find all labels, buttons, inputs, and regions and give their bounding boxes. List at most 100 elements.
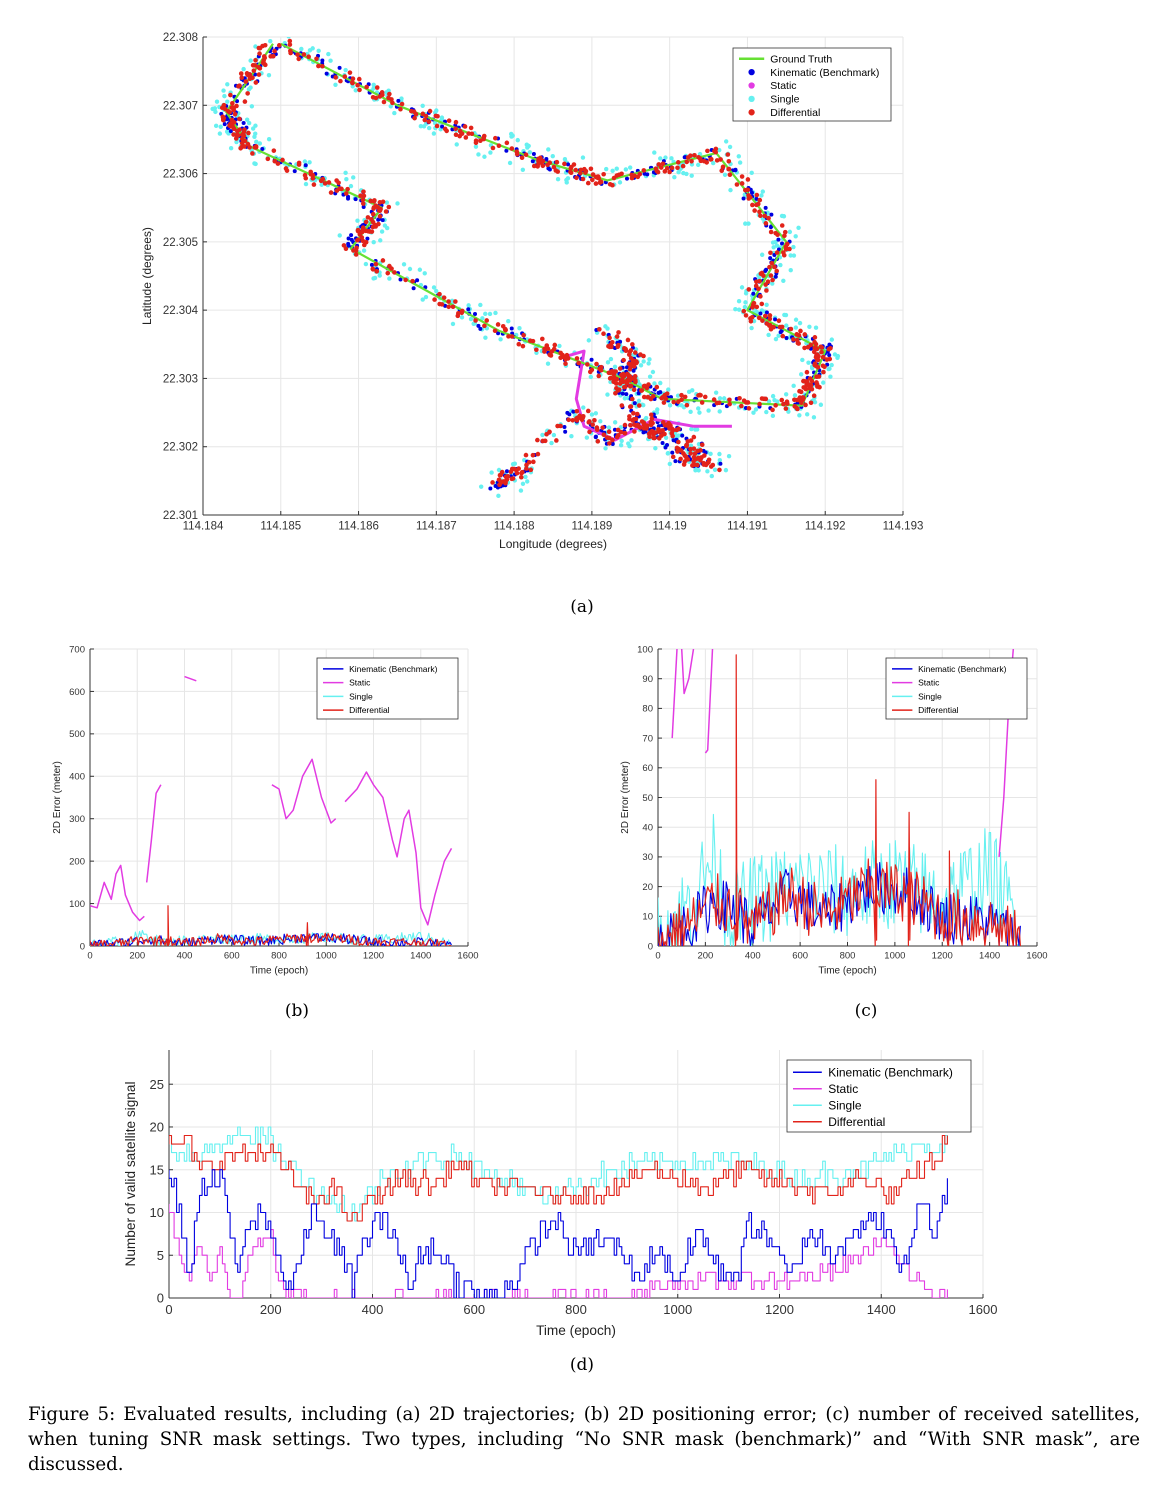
differential-point bbox=[357, 87, 362, 93]
kinematic-point bbox=[235, 99, 240, 104]
kinematic-point bbox=[440, 124, 445, 129]
differential-point bbox=[664, 391, 670, 396]
differential-point bbox=[614, 434, 620, 440]
y-tick-label: 22.301 bbox=[163, 510, 198, 522]
differential-point bbox=[617, 381, 623, 386]
differential-point bbox=[795, 340, 801, 346]
differential-point bbox=[244, 71, 250, 76]
differential-point bbox=[434, 123, 440, 129]
differential-point bbox=[231, 132, 236, 137]
y-tick-label: 40 bbox=[642, 823, 653, 834]
y-tick-label: 25 bbox=[150, 1077, 164, 1092]
differential-point bbox=[739, 174, 745, 179]
single-point bbox=[512, 461, 518, 466]
single-point bbox=[434, 108, 439, 113]
single-point bbox=[523, 474, 528, 480]
differential-point bbox=[598, 179, 604, 185]
kinematic-point bbox=[530, 159, 535, 164]
x-tick-label: 1000 bbox=[884, 951, 905, 962]
single-point bbox=[545, 361, 551, 366]
differential-point bbox=[763, 221, 769, 226]
differential-point bbox=[257, 51, 262, 56]
differential-point bbox=[386, 204, 392, 210]
differential-point bbox=[776, 318, 782, 324]
kinematic-point bbox=[624, 176, 629, 181]
differential-point bbox=[678, 456, 683, 462]
single-point bbox=[751, 410, 756, 415]
differential-point bbox=[666, 420, 671, 426]
single-point bbox=[770, 240, 776, 245]
legend-marker-differential bbox=[748, 109, 755, 116]
differential-point bbox=[453, 126, 458, 132]
differential-point bbox=[719, 168, 725, 174]
differential-point bbox=[535, 437, 540, 443]
single-point bbox=[689, 426, 694, 432]
differential-point bbox=[623, 384, 628, 390]
differential-point bbox=[684, 159, 690, 165]
differential-point bbox=[632, 358, 638, 364]
differential-point bbox=[283, 166, 289, 171]
differential-point bbox=[651, 435, 656, 441]
single-point bbox=[348, 183, 354, 189]
differential-point bbox=[757, 278, 762, 284]
differential-point bbox=[601, 171, 606, 177]
differential-point bbox=[671, 399, 677, 405]
differential-point bbox=[237, 127, 242, 132]
differential-point bbox=[670, 433, 675, 439]
single-point bbox=[420, 297, 425, 302]
differential-point bbox=[271, 148, 277, 153]
legend-entry-kinematic: Kinematic (Benchmark) bbox=[349, 664, 438, 674]
differential-point bbox=[633, 379, 638, 385]
differential-point bbox=[692, 152, 697, 158]
x-tick-label: 1200 bbox=[765, 1302, 794, 1317]
differential-point bbox=[519, 155, 525, 161]
differential-point bbox=[242, 144, 247, 149]
legend-entry-single: Single bbox=[770, 94, 799, 106]
single-point bbox=[652, 381, 657, 386]
differential-point bbox=[343, 191, 349, 196]
single-point bbox=[614, 166, 619, 171]
differential-point bbox=[548, 353, 554, 358]
differential-point bbox=[590, 172, 596, 177]
single-point bbox=[708, 451, 713, 457]
differential-point bbox=[272, 48, 277, 54]
differential-point bbox=[607, 181, 613, 187]
single-point bbox=[773, 336, 779, 342]
differential-point bbox=[699, 442, 705, 448]
single-point bbox=[675, 393, 681, 398]
kinematic-point bbox=[260, 147, 265, 152]
differential-point bbox=[531, 163, 537, 169]
single-point bbox=[696, 468, 701, 473]
single-point bbox=[605, 360, 611, 365]
x-axis-label: Longitude (degrees) bbox=[499, 537, 607, 551]
single-point bbox=[832, 352, 838, 357]
differential-point bbox=[590, 422, 596, 427]
kinematic-point bbox=[620, 391, 625, 396]
differential-point bbox=[527, 338, 533, 344]
single-point bbox=[517, 326, 522, 331]
differential-point bbox=[601, 331, 606, 336]
legend: Kinematic (Benchmark) Static Single Differe… bbox=[316, 657, 459, 720]
single-point bbox=[778, 262, 783, 268]
single-point bbox=[489, 470, 494, 475]
differential-point bbox=[682, 394, 688, 400]
single-point bbox=[217, 131, 223, 136]
differential-point bbox=[734, 182, 740, 187]
single-point bbox=[355, 218, 360, 223]
differential-point bbox=[633, 350, 638, 355]
single-point bbox=[622, 396, 628, 401]
differential-point bbox=[342, 74, 348, 79]
differential-point bbox=[435, 113, 440, 119]
x-tick-label: 1000 bbox=[316, 951, 337, 962]
kinematic-point bbox=[531, 151, 536, 156]
differential-point bbox=[765, 279, 771, 285]
differential-point bbox=[359, 235, 365, 240]
y-tick-label: 200 bbox=[69, 856, 85, 867]
differential-point bbox=[365, 215, 371, 220]
single-point bbox=[605, 392, 610, 397]
differential-point bbox=[528, 467, 534, 473]
differential-point bbox=[766, 215, 771, 221]
differential-point bbox=[506, 334, 511, 339]
differential-point bbox=[524, 466, 529, 471]
differential-point bbox=[381, 99, 387, 105]
